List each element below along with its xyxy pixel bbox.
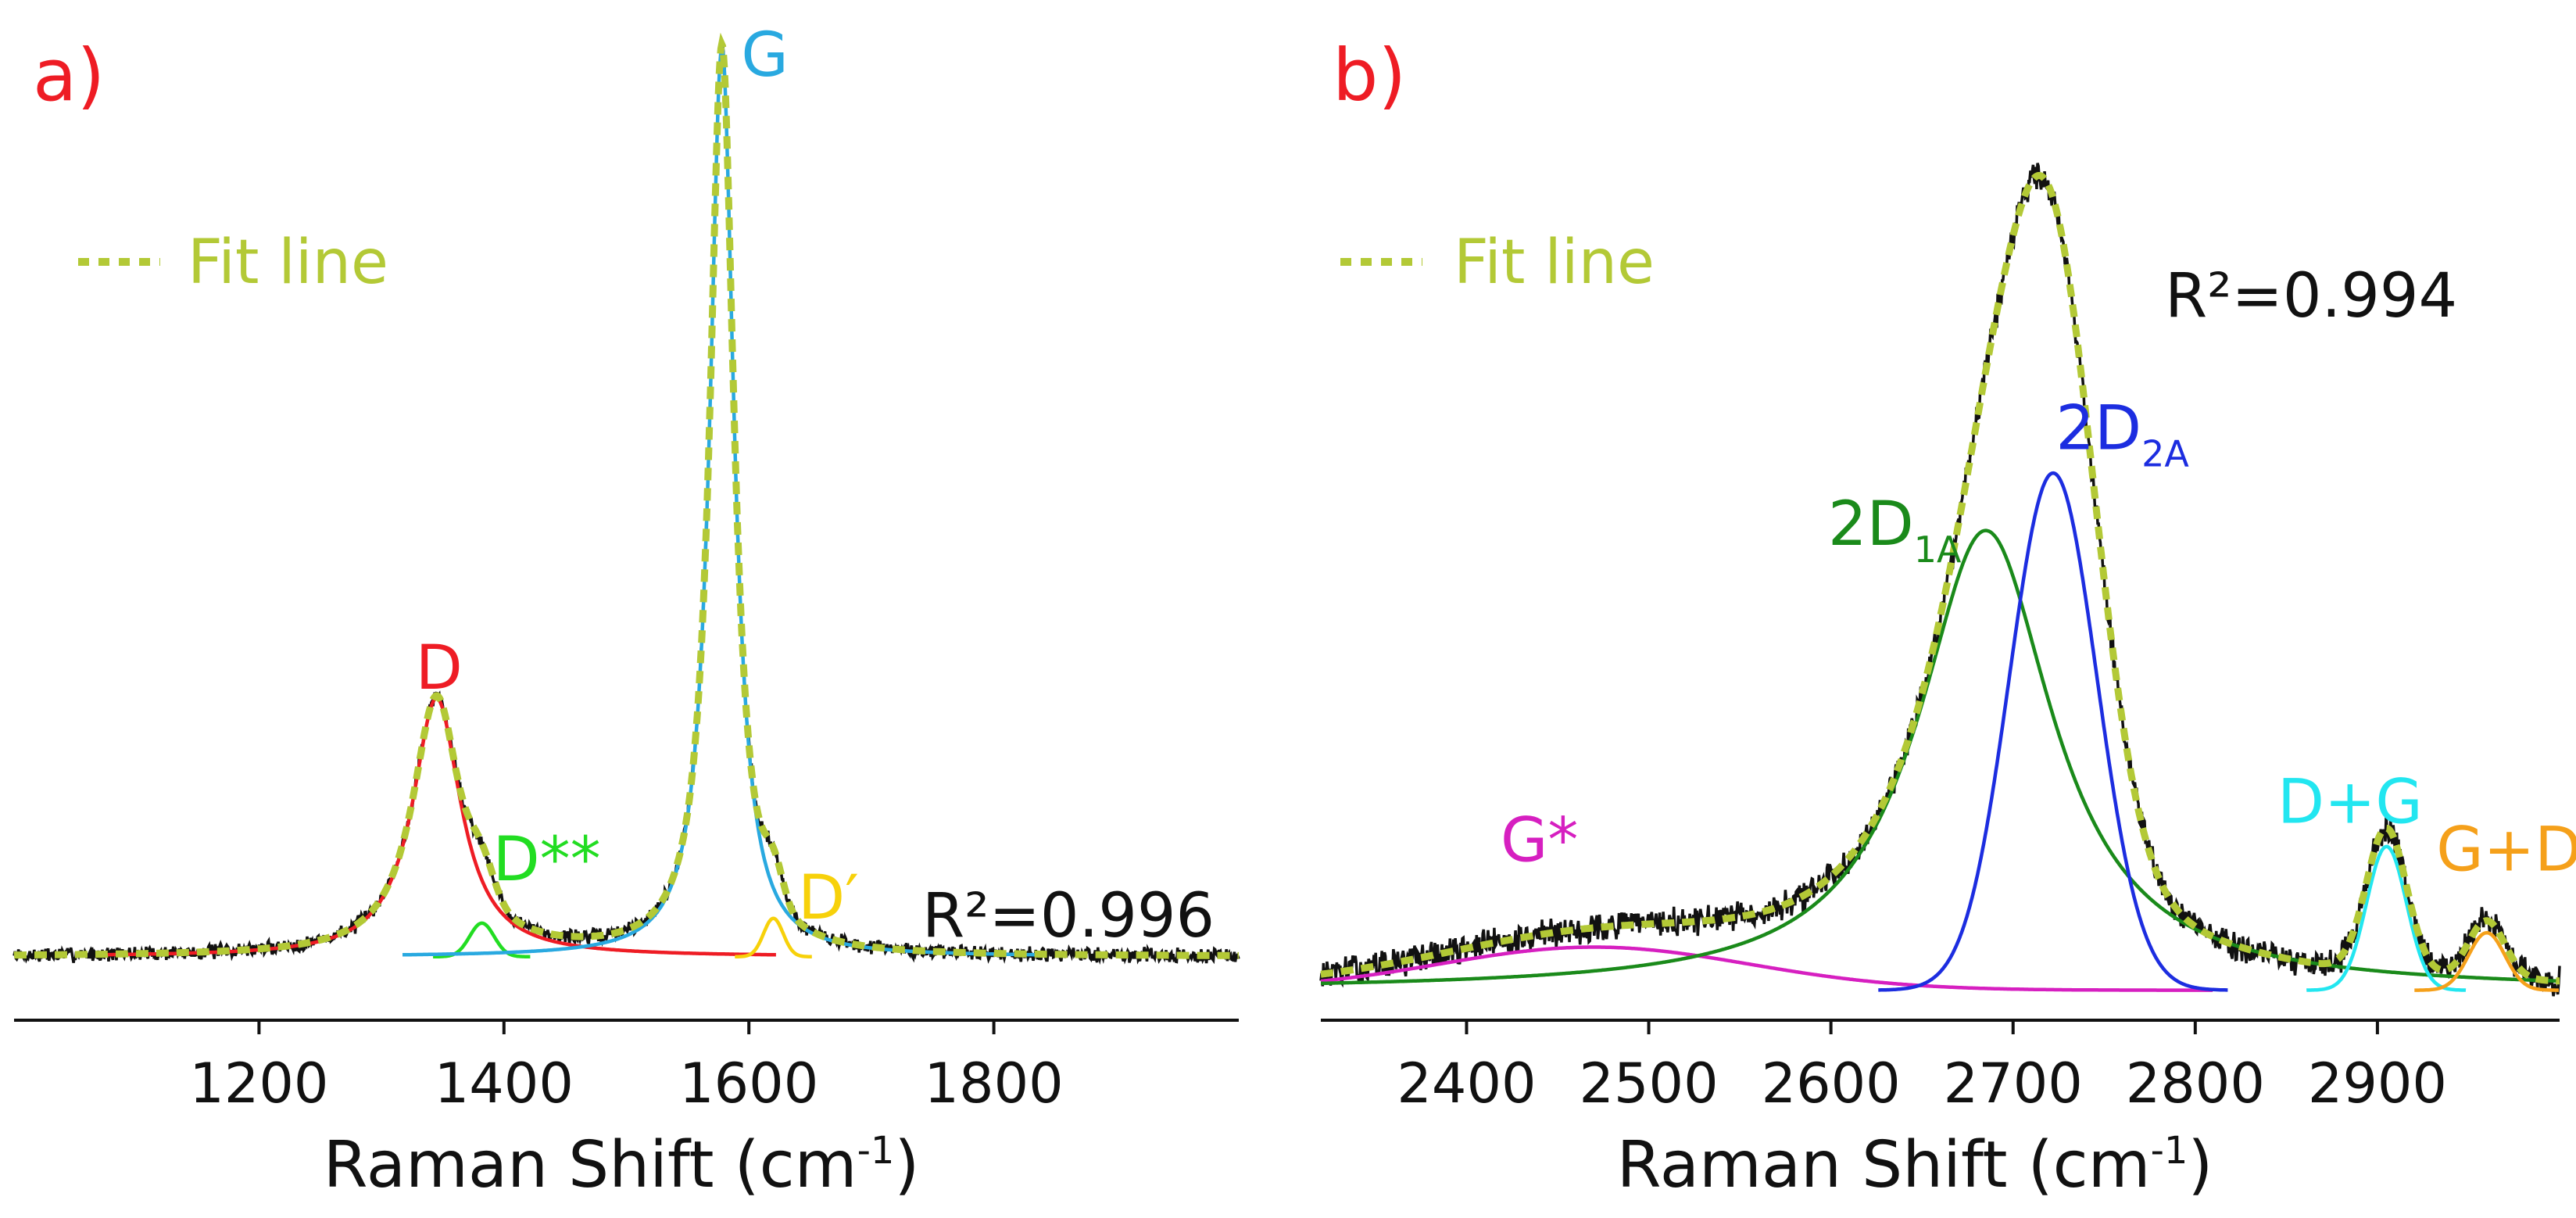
- panel-a-raw-spectrum-line: [13, 38, 1240, 965]
- panel-a-plot: D D** G D′: [13, 20, 1240, 1022]
- panel-a-x-axis-label: Raman Shift (cm-1): [324, 1128, 920, 1202]
- panel-b-fit-line: [1320, 172, 2560, 985]
- panel-a-peak-label-Dss: D**: [493, 825, 601, 895]
- panel-a-x-tick-label: 1400: [435, 1051, 574, 1116]
- panel-a-r2: R²=0.996: [922, 881, 1215, 951]
- panel-a-peak-label-D: D: [416, 633, 463, 704]
- panel-b-peak-label-twoD2A: 2D2A: [2055, 394, 2189, 475]
- panel-a-x-tick-label: 1600: [679, 1051, 818, 1116]
- panel-a-component-D-curve: [97, 696, 776, 957]
- panel-b-x-tick-label: 2400: [1397, 1051, 1536, 1116]
- panel-a-component-G-curve: [402, 41, 1041, 957]
- panel-a-legend: Fit line: [78, 227, 388, 298]
- panel-b-component-G-curve: [1320, 945, 2213, 992]
- panel-a: a) Fit line R²=0.996 D D** G D′ 1200 1400 160…: [13, 20, 1240, 1202]
- panel-b-component-2D2A-curve: [1878, 471, 2228, 992]
- panel-b-peak-label-Gstar: G*: [1501, 805, 1578, 876]
- panel-a-fit-line: [13, 32, 1239, 959]
- panel-a-x-ticks: 1200 1400 1600 1800: [189, 1020, 1064, 1116]
- panel-b-x-axis-label: Raman Shift (cm-1): [1617, 1128, 2213, 1202]
- panel-b-component-2D1A-curve: [1321, 528, 2560, 986]
- panel-b-x-tick-label: 2900: [2308, 1051, 2447, 1116]
- panel-b-x-tick-label: 2700: [1944, 1051, 2083, 1116]
- panel-b: b) Fit line R²=0.994 G* 2D1A 2D2A D+GG+D′ 2…: [1319, 34, 2576, 1202]
- panel-b-legend: Fit line: [1340, 227, 1655, 298]
- panel-a-x-tick-label: 1200: [189, 1051, 328, 1116]
- panel-a-peak-label-G: G: [741, 20, 788, 91]
- panel-b-peak-label-DG: D+G: [2277, 767, 2423, 837]
- panel-b-letter: b): [1333, 34, 1406, 117]
- panel-b-peak-label-twoD1A: 2D1A: [1828, 489, 1962, 571]
- panel-b-legend-label: Fit line: [1454, 227, 1655, 298]
- panel-b-x-tick-label: 2600: [1762, 1051, 1901, 1116]
- panel-b-component-GD-curve: [2414, 930, 2559, 992]
- panel-b-x-ticks: 2400 2500 2600 2700 2800 2900: [1397, 1020, 2447, 1116]
- panel-a-x-tick-label: 1800: [925, 1051, 1064, 1116]
- panel-b-peak-label-GDp: G+D′: [2436, 815, 2576, 886]
- panel-a-letter: a): [33, 34, 105, 117]
- panel-b-r2: R²=0.994: [2165, 261, 2457, 331]
- panel-a-peak-label-Dp: D′: [798, 863, 859, 933]
- panel-b-component-DG-curve: [2306, 844, 2467, 992]
- panel-b-plot: G* 2D1A 2D2A D+GG+D′: [1319, 163, 2576, 1022]
- panel-a-component-D-curve: [735, 916, 812, 958]
- panel-b-x-axis-label-sup: -1: [2151, 1129, 2188, 1173]
- panel-a-x-axis-label-sup: -1: [857, 1129, 895, 1173]
- panel-b-x-tick-label: 2800: [2126, 1051, 2265, 1116]
- panel-a-legend-label: Fit line: [188, 227, 388, 298]
- panel-b-x-tick-label: 2500: [1579, 1051, 1718, 1116]
